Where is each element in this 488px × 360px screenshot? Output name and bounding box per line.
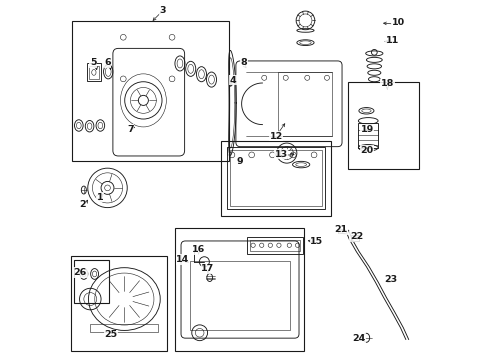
Text: 16: 16 [192,246,205,255]
Text: 19: 19 [360,125,373,134]
Bar [89,66,99,79]
Bar [347,82,418,168]
Text: 12: 12 [269,132,282,141]
Text: 4: 4 [229,76,236,85]
Text: 1: 1 [97,193,103,202]
Bar [72,22,229,161]
Bar [351,234,359,241]
Bar [247,237,303,254]
Text: 21: 21 [333,225,346,234]
Text: 3: 3 [159,6,165,15]
Bar [221,140,330,216]
Text: 18: 18 [380,80,393,89]
Text: 22: 22 [349,232,362,241]
Bar [86,63,101,81]
Bar [358,123,377,148]
Bar [74,260,109,303]
Bar [71,256,167,351]
Bar [190,261,290,330]
Text: 11: 11 [385,36,398,45]
Text: 6: 6 [104,58,111,67]
Text: 7: 7 [127,125,134,134]
Text: 23: 23 [384,275,397,284]
Bar [230,150,321,206]
Text: 26: 26 [74,268,87,277]
Text: 25: 25 [104,330,118,339]
Bar [174,228,304,351]
Text: 2: 2 [79,200,85,209]
Bar [277,72,332,136]
Text: 14: 14 [176,255,189,264]
Text: 15: 15 [310,237,323,246]
Bar [226,147,325,210]
Text: 24: 24 [351,334,365,343]
Text: 17: 17 [201,265,214,274]
Text: 13: 13 [274,150,287,159]
Text: 20: 20 [360,146,373,155]
Text: 10: 10 [390,18,404,27]
Bar [250,239,299,251]
Text: 5: 5 [90,58,96,67]
Bar [90,324,158,332]
Text: 8: 8 [240,58,246,67]
Text: 9: 9 [236,157,243,166]
